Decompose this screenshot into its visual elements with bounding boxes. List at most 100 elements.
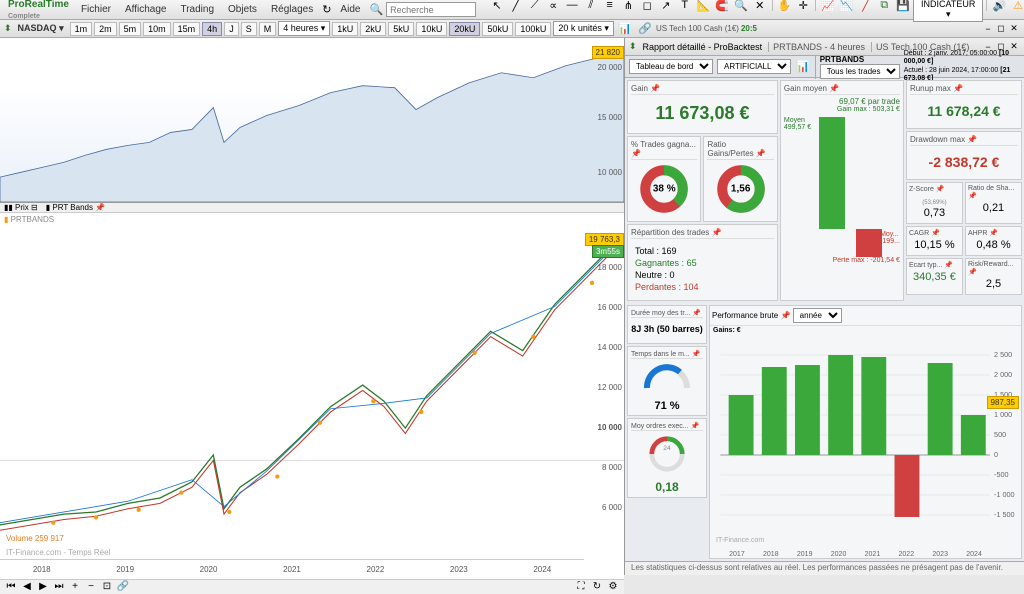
svg-text:-500: -500 xyxy=(994,471,1009,479)
menu-trading[interactable]: Trading xyxy=(174,2,220,17)
hline-icon[interactable]: — xyxy=(563,0,581,13)
svg-text:2 500: 2 500 xyxy=(994,351,1012,359)
u-2k[interactable]: 2kU xyxy=(360,22,386,36)
trend-line-icon[interactable]: ╱ xyxy=(857,0,875,13)
tf-j[interactable]: J xyxy=(224,22,239,36)
artificial-dropdown[interactable]: ARTIFICIALL xyxy=(717,59,791,74)
chart-style-icon[interactable]: 📊 xyxy=(616,21,634,37)
tf-4h[interactable]: 4h xyxy=(202,22,222,36)
first-icon[interactable]: ⏮ xyxy=(4,580,18,594)
magnet-icon[interactable]: 🧲 xyxy=(713,0,731,13)
pitchfork-icon[interactable]: ⋔ xyxy=(620,0,638,13)
ruler-icon[interactable]: 📐 xyxy=(695,0,713,13)
svg-text:-1 500: -1 500 xyxy=(994,511,1015,519)
report-strategy: PRTBANDS - 4 heures xyxy=(768,42,865,52)
link-chart-icon[interactable]: 🔗 xyxy=(636,21,654,37)
arrow-icon[interactable]: ↗ xyxy=(657,0,675,13)
upper-chart[interactable]: 21 820 20 000 15 000 10 000 xyxy=(0,38,624,203)
maximize-icon[interactable]: ◻ xyxy=(995,23,1007,35)
tf-dropdown[interactable]: 4 heures ▾ xyxy=(278,21,330,36)
u-20k[interactable]: 20kU xyxy=(449,22,480,36)
symbol-bar: ⬍ NASDAQ ▾ 1m 2m 5m 10m 15m 4h J S M 4 h… xyxy=(0,20,1024,38)
chain-icon[interactable]: 🔗 xyxy=(116,580,130,594)
prev-icon[interactable]: ◀ xyxy=(20,580,34,594)
next-icon[interactable]: ▶ xyxy=(36,580,50,594)
trades-box: Répartition des trades 📌 Total : 169 Gag… xyxy=(627,224,778,301)
u-5k[interactable]: 5kU xyxy=(388,22,414,36)
menu-objets[interactable]: Objets xyxy=(222,2,263,17)
u-10k[interactable]: 10kU xyxy=(416,22,447,36)
tf-5m[interactable]: 5m xyxy=(119,22,142,36)
units-dropdown[interactable]: 20 k unités ▾ xyxy=(553,21,614,36)
expand-icon[interactable]: ⛶ xyxy=(574,580,588,594)
segment-icon[interactable]: ⟋ xyxy=(526,0,544,13)
svg-text:2 000: 2 000 xyxy=(994,371,1012,379)
fib-icon[interactable]: ≡ xyxy=(601,0,619,13)
tf-s[interactable]: S xyxy=(241,22,257,36)
duration-box: Durée moy des tr... 📌 8J 3h (50 barres) xyxy=(627,305,707,344)
menu-aide[interactable]: Aide xyxy=(334,2,366,17)
u-100k[interactable]: 100kU xyxy=(515,22,551,36)
performance-chart[interactable]: Performance brute 📌 année Gains: € xyxy=(709,305,1022,559)
close-icon[interactable]: ✕ xyxy=(1008,23,1020,35)
crosshair-icon[interactable]: ✛ xyxy=(794,0,812,13)
trades-filter-dropdown[interactable]: Tous les trades xyxy=(820,64,900,79)
alert-icon[interactable]: ⚠ xyxy=(1009,0,1024,13)
volume-label: Volume 259 917 xyxy=(6,534,64,543)
svg-text:1 000: 1 000 xyxy=(994,411,1012,419)
u-50k[interactable]: 50kU xyxy=(482,22,513,36)
tf-m[interactable]: M xyxy=(259,22,277,36)
dashboard-dropdown[interactable]: Tableau de bord xyxy=(629,59,713,74)
cursor-icon[interactable]: ↖ xyxy=(488,0,506,13)
text-icon[interactable]: T xyxy=(676,0,694,13)
u-1k[interactable]: 1kU xyxy=(332,22,358,36)
delete-icon[interactable]: ✕ xyxy=(751,0,769,13)
sound-icon[interactable]: 🔊 xyxy=(990,0,1008,13)
indicator-button[interactable]: INDICATEUR ▾ xyxy=(913,0,984,22)
menu-affichage[interactable]: Affichage xyxy=(119,2,173,17)
settings-icon[interactable]: ⚙ xyxy=(606,580,620,594)
lower-chart[interactable]: ▮ PRTBANDS 19 763,3 3m55s 18 000 16 000 … xyxy=(0,213,624,579)
last-icon[interactable]: ⏭ xyxy=(52,580,66,594)
refresh2-icon[interactable]: ↻ xyxy=(590,580,604,594)
zoom-in-icon[interactable]: + xyxy=(68,580,82,594)
link-icon[interactable]: ∝ xyxy=(544,0,562,13)
line-icon[interactable]: ╱ xyxy=(507,0,525,13)
lower-chart-title: ▮ PRTBANDS xyxy=(4,215,54,224)
trend-down-icon[interactable]: 📉 xyxy=(838,0,856,13)
period-dropdown[interactable]: année xyxy=(793,308,842,323)
trend-up-icon[interactable]: 📈 xyxy=(819,0,837,13)
instrument-label: US Tech 100 Cash (1€) xyxy=(656,24,739,33)
tab-prix[interactable]: ▮▮ Prix ⊟ xyxy=(4,203,38,212)
shape-icon[interactable]: ◻ xyxy=(638,0,656,13)
report-panel: ⬍ Rapport détaillé - ProBacktest PRTBAND… xyxy=(625,38,1024,575)
tf-10m[interactable]: 10m xyxy=(143,22,171,36)
tf-2m[interactable]: 2m xyxy=(94,22,117,36)
svg-text:0: 0 xyxy=(994,451,998,459)
minimize-icon[interactable]: − xyxy=(982,23,994,35)
zoom-out-icon[interactable]: − xyxy=(84,580,98,594)
menu-reglages[interactable]: Réglages xyxy=(265,2,319,17)
fit-icon[interactable]: ⊡ xyxy=(100,580,114,594)
channel-icon[interactable]: ⫽ xyxy=(582,0,600,13)
menu-fichier[interactable]: Fichier xyxy=(75,2,117,17)
hand-icon[interactable]: ✋ xyxy=(776,0,794,13)
refresh-icon[interactable]: ↻ xyxy=(321,2,332,18)
search-icon[interactable]: 🔍 xyxy=(368,2,384,18)
tf-1m[interactable]: 1m xyxy=(70,22,93,36)
chart-type-icon[interactable]: ⧉ xyxy=(875,0,893,13)
tf-15m[interactable]: 15m xyxy=(173,22,201,36)
app-logo: ProRealTimeComplete xyxy=(4,0,73,21)
zoom-icon[interactable]: 🔍 xyxy=(732,0,750,13)
chart-icon[interactable]: 📊 xyxy=(795,59,811,75)
ahpr-box: AHPR 📌0,48 % xyxy=(965,226,1022,256)
save-icon[interactable]: 💾 xyxy=(894,0,912,13)
statusbar: Les statistiques ci-dessus sont relative… xyxy=(625,561,1024,575)
lower-time-tag: 3m55s xyxy=(592,245,624,258)
time-market-box: Temps dans le m... 📌 71 % xyxy=(627,346,707,416)
tab-prtbands[interactable]: ▮ PRT Bands 📌 xyxy=(46,203,105,212)
search-input[interactable] xyxy=(386,2,476,17)
symbol-label[interactable]: NASDAQ ▾ xyxy=(14,23,68,34)
pct-trades-box: % Trades gagna... 📌 38 % xyxy=(627,136,701,222)
report-title: Rapport détaillé - ProBacktest xyxy=(643,42,763,52)
